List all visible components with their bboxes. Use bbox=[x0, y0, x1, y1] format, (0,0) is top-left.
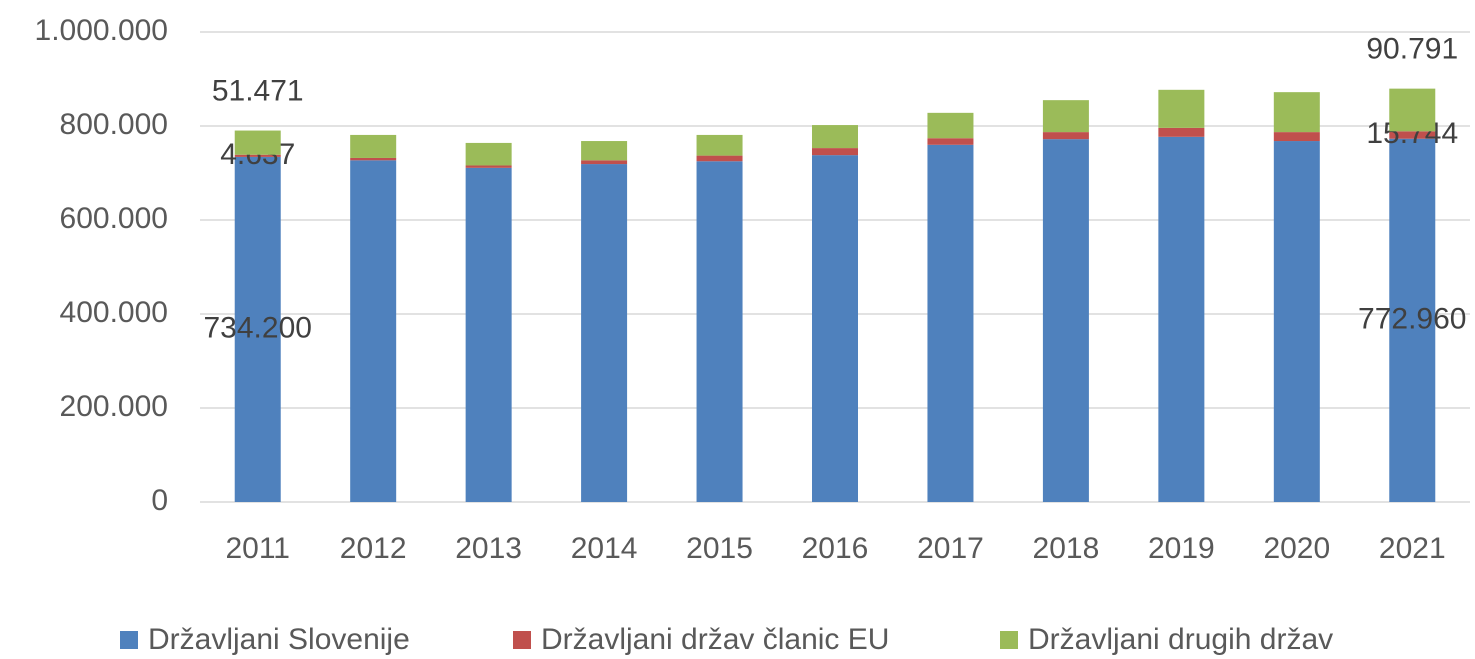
data-label: 772.960 bbox=[1358, 302, 1466, 335]
x-tick-label: 2019 bbox=[1148, 532, 1215, 565]
bar-segment bbox=[696, 161, 743, 502]
bar-segment bbox=[1042, 139, 1089, 502]
y-tick-label: 400.000 bbox=[60, 296, 168, 329]
bar-segment bbox=[1158, 127, 1205, 137]
y-tick-label: 0 bbox=[151, 484, 168, 517]
bar-segment bbox=[812, 125, 858, 149]
legend-swatch bbox=[120, 631, 138, 649]
bar-segment bbox=[927, 144, 974, 503]
data-label: 734.200 bbox=[204, 311, 312, 344]
bar-segment bbox=[581, 160, 628, 165]
bar-segment bbox=[927, 112, 974, 139]
bar-segment bbox=[696, 134, 743, 156]
bar-segment bbox=[812, 155, 858, 502]
bar-segment bbox=[350, 157, 397, 161]
x-tick-label: 2015 bbox=[686, 532, 753, 565]
bar-segment bbox=[350, 134, 397, 158]
x-tick-label: 2016 bbox=[802, 532, 869, 565]
y-tick-label: 800.000 bbox=[60, 108, 168, 141]
x-tick-label: 2013 bbox=[455, 532, 522, 565]
bar-segment bbox=[812, 148, 858, 156]
bar-segment bbox=[696, 155, 743, 162]
bar-segment bbox=[350, 160, 397, 502]
bar-segment bbox=[1158, 89, 1205, 128]
data-label: 51.471 bbox=[212, 74, 304, 107]
x-tick-label: 2011 bbox=[225, 532, 290, 565]
x-tick-label: 2020 bbox=[1263, 532, 1330, 565]
bar-segment bbox=[465, 142, 512, 166]
legend-label: Državljani Slovenije bbox=[148, 623, 410, 656]
bar-segment bbox=[234, 130, 281, 155]
bar-segment bbox=[1042, 132, 1089, 140]
data-label: 90.791 bbox=[1366, 33, 1458, 66]
legend-swatch bbox=[1000, 631, 1018, 649]
legend-label: Državljani drugih držav bbox=[1028, 623, 1333, 656]
bar-segment bbox=[1273, 141, 1320, 503]
legend-label: Državljani držav članic EU bbox=[541, 623, 889, 656]
bar-segment bbox=[1389, 131, 1436, 139]
y-tick-label: 600.000 bbox=[60, 202, 168, 235]
bar-segment bbox=[581, 164, 628, 502]
x-tick-label: 2014 bbox=[571, 532, 638, 565]
x-tick-label: 2017 bbox=[917, 532, 984, 565]
bar-segment bbox=[581, 141, 628, 161]
bar-segment bbox=[1158, 136, 1205, 502]
y-tick-label: 1.000.000 bbox=[35, 14, 168, 47]
bar-segment bbox=[234, 156, 281, 502]
bar-segment bbox=[1389, 138, 1436, 502]
y-tick-label: 200.000 bbox=[60, 390, 168, 423]
bar-segment bbox=[1273, 132, 1320, 142]
bar-segment bbox=[1042, 100, 1089, 133]
bar-segment bbox=[234, 154, 281, 157]
bar-segment bbox=[1273, 92, 1320, 133]
bar-segment bbox=[465, 167, 512, 502]
bar-segment bbox=[465, 165, 512, 168]
x-tick-label: 2021 bbox=[1379, 532, 1446, 565]
bar-segment bbox=[927, 138, 974, 145]
x-tick-label: 2018 bbox=[1033, 532, 1100, 565]
bar-segment bbox=[1389, 88, 1436, 132]
legend-swatch bbox=[513, 631, 531, 649]
x-tick-label: 2012 bbox=[340, 532, 407, 565]
